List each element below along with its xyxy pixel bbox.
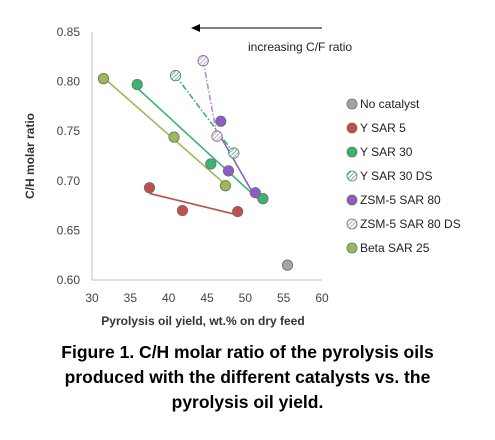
legend-label-0: No catalyst: [360, 97, 420, 111]
legend-marker-6: [346, 242, 358, 254]
axes: 0.60 0.65 0.70 0.75 0.80 0.85 30 35 40 45 50 55 60 Py…: [23, 25, 329, 328]
legend-label-2: Y SAR 30: [360, 145, 413, 159]
legend-marker-4: [346, 194, 358, 206]
legend-marker-0: [346, 98, 358, 110]
x-tick-label: 50: [239, 291, 253, 305]
data-point-4-2: [249, 187, 261, 199]
data-point-5-0: [197, 55, 209, 67]
trendline-6: [102, 77, 226, 186]
y-tick-label: 0.60: [57, 273, 81, 287]
legend-label-1: Y SAR 5: [360, 121, 406, 135]
caption-line-2: produced with the different catalysts vs…: [64, 367, 431, 387]
x-tick-label: 55: [277, 291, 291, 305]
legend-marker-1: [346, 122, 358, 134]
y-tick-label: 0.75: [57, 124, 81, 138]
figure-caption: Figure 1. C/H molar ratio of the pyrolys…: [0, 340, 495, 415]
trendline-4: [220, 136, 256, 198]
data-point-2-0: [131, 78, 143, 91]
y-tick-label: 0.85: [57, 25, 81, 39]
legend-label-3: Y SAR 30 DS: [360, 169, 432, 183]
data-point-1-0: [143, 182, 156, 194]
scatter-chart: 0.60 0.65 0.70 0.75 0.80 0.85 30 35 40 45 50 55 60 Py…: [23, 24, 461, 328]
x-axis-title: Pyrolysis oil yield, wt.% on dry feed: [101, 314, 304, 328]
annotation: increasing C/F ratio: [191, 24, 352, 54]
trendline-3: [174, 75, 235, 154]
data-point-3-0: [169, 70, 182, 82]
x-tick-label: 60: [315, 291, 329, 305]
legend-label-5: ZSM-5 SAR 80 DS: [360, 217, 461, 231]
x-tick-label: 40: [162, 291, 176, 305]
legend-label-4: ZSM-5 SAR 80: [360, 193, 441, 207]
y-axis-title: C/H molar ratio: [23, 113, 37, 199]
trendlines: [102, 60, 264, 216]
y-tick-label: 0.80: [57, 75, 81, 89]
annotation-text: increasing C/F ratio: [248, 40, 352, 54]
legend: No catalyst Y SAR 5 Y SAR 30 Y SAR 30 DS ZSM…: [346, 97, 461, 255]
y-tick-label: 0.65: [57, 223, 81, 237]
annotation-arrowhead: [191, 24, 200, 32]
data-point-2-1: [205, 158, 217, 170]
caption-line-1: Figure 1. C/H molar ratio of the pyrolys…: [61, 342, 434, 362]
data-point-2-2: [257, 193, 269, 205]
legend-label-6: Beta SAR 25: [360, 241, 430, 255]
data-point-0-0: [281, 259, 294, 271]
trendline-1: [149, 192, 238, 216]
data-point-6-0: [97, 73, 110, 85]
x-tick-label: 30: [85, 291, 99, 305]
data-point-6-1: [168, 131, 180, 143]
data-points: [97, 55, 294, 271]
y-tick-label: 0.70: [57, 174, 81, 188]
data-point-5-1: [211, 130, 223, 142]
caption-line-3: pyrolysis oil yield.: [171, 392, 324, 412]
legend-marker-5: [346, 218, 358, 230]
data-point-4-1: [222, 165, 235, 177]
data-point-3-1: [228, 147, 240, 159]
data-point-4-0: [215, 115, 227, 127]
x-tick-label: 35: [124, 291, 138, 305]
data-point-1-1: [176, 204, 189, 217]
legend-marker-3: [346, 170, 358, 182]
legend-marker-2: [346, 146, 358, 158]
data-point-1-2: [232, 205, 244, 218]
trendline-5: [202, 60, 218, 137]
data-point-6-2: [219, 180, 231, 192]
x-tick-label: 45: [200, 291, 214, 305]
trendline-2: [136, 87, 264, 205]
